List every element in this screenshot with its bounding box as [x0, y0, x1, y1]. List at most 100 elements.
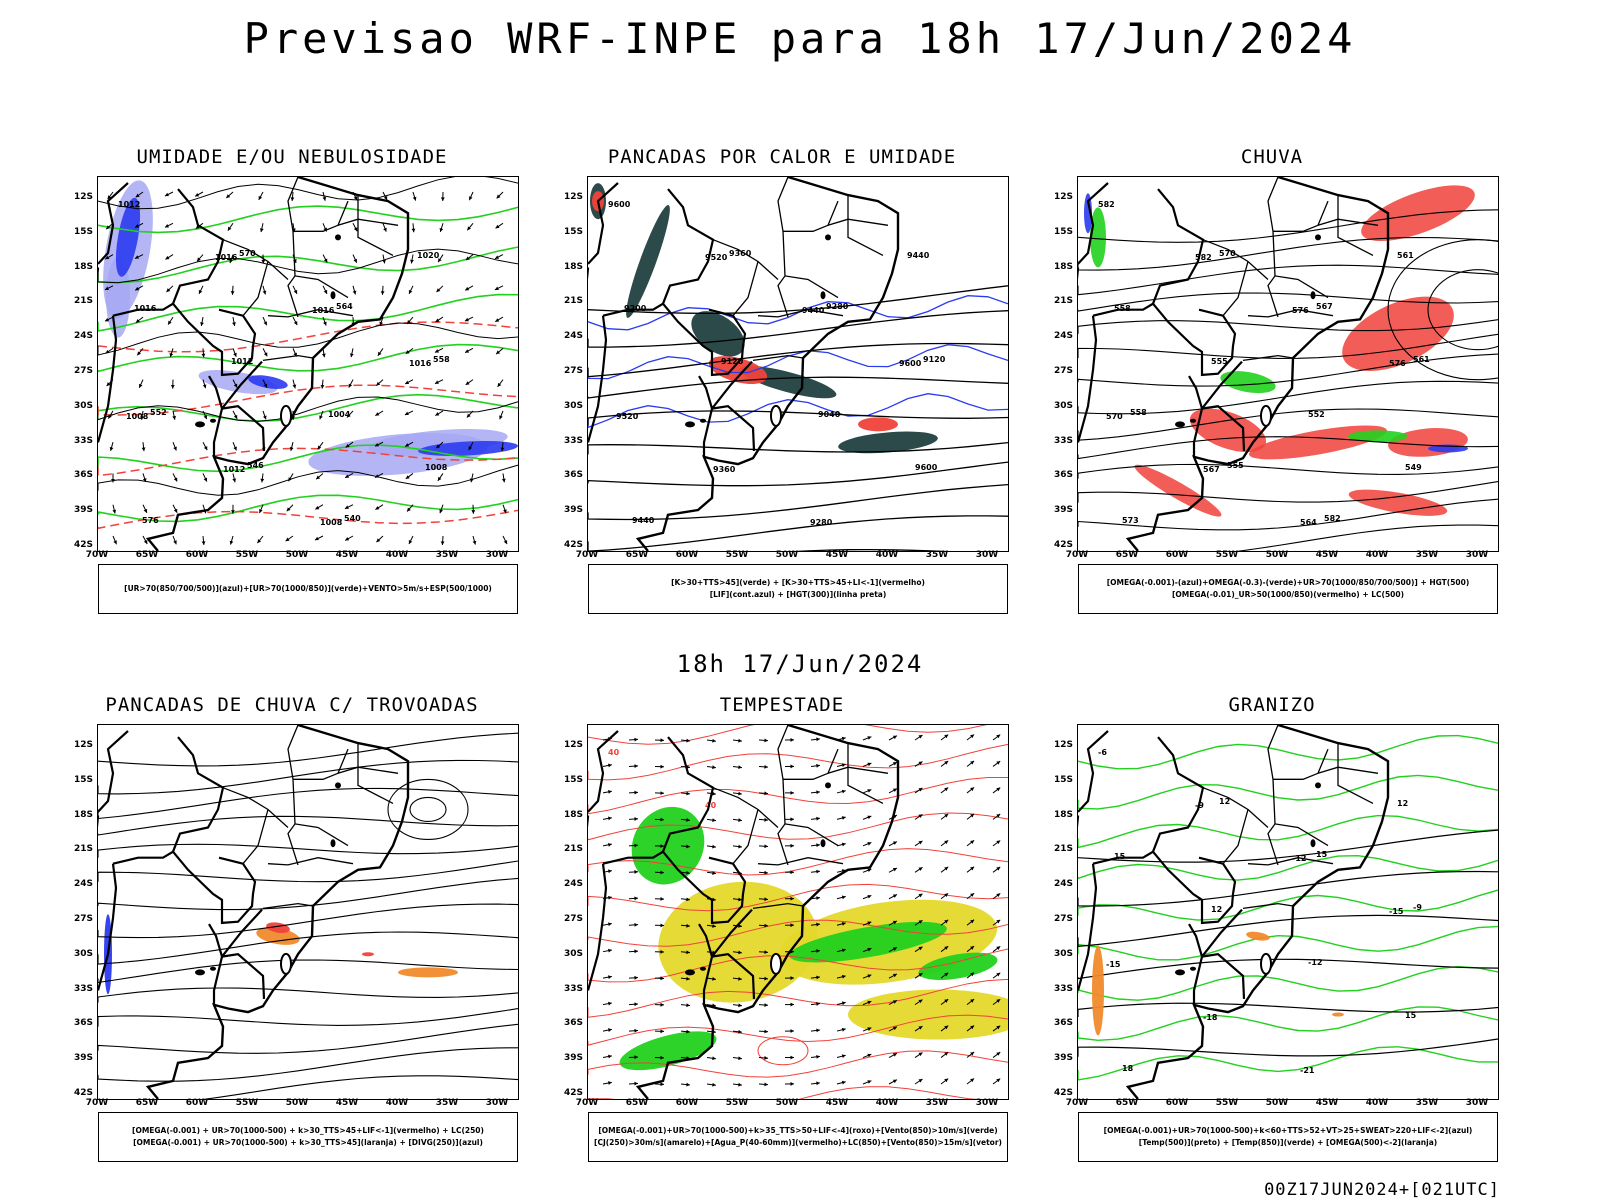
reservoir-mark	[825, 234, 831, 241]
wind-vector	[888, 1052, 898, 1058]
wind-arrow-head	[503, 540, 508, 545]
wind-vector	[628, 790, 639, 795]
wind-arrow-head	[738, 791, 742, 796]
wind-vector	[992, 893, 1001, 900]
wind-arrow-head	[686, 818, 690, 822]
wind-vector	[992, 840, 1001, 847]
wind-arrow-head	[738, 1056, 742, 1061]
wind-vector	[784, 843, 795, 848]
wind-arrow-head	[918, 1079, 923, 1083]
latitude-tick: 21S	[73, 296, 93, 307]
contour-label: 564	[1300, 518, 1317, 527]
wind-arrow-head	[231, 510, 235, 514]
wind-arrow-head	[996, 946, 1001, 950]
panel-title: UMIDADE E/OU NEBULOSIDADE	[136, 146, 448, 168]
wind-arrow-head	[944, 919, 949, 924]
wind-arrow-head	[232, 322, 236, 326]
wind-vector	[602, 790, 612, 794]
coastline	[145, 177, 410, 551]
wind-arrow	[439, 223, 444, 233]
wind-arrow-head	[353, 196, 358, 201]
wind-arrow-head	[996, 1078, 1001, 1083]
state-border	[1242, 902, 1294, 910]
latitude-tick: 27S	[563, 914, 583, 924]
wind-vector	[628, 870, 639, 874]
latitude-tick: 42S	[1053, 540, 1073, 550]
latitude-tick: 39S	[563, 505, 583, 516]
longitude-tick: 30W	[975, 550, 999, 560]
wind-arrow-head	[867, 1053, 872, 1058]
wind-vector	[810, 1002, 820, 1006]
wind-arrow-head	[892, 1000, 897, 1004]
wind-arrow	[377, 348, 384, 357]
wind-arrow-head	[135, 224, 140, 228]
contour-label: 567	[1316, 302, 1333, 311]
wind-vector	[914, 1078, 923, 1085]
country-border	[588, 182, 619, 265]
rain-area	[1361, 185, 1475, 242]
green-contour	[98, 444, 518, 473]
panel-chuva: CHUVA 582 582 576 576 570 567 564 561 558 555 552 5…	[1037, 146, 1507, 636]
wind-arrow-head	[996, 1052, 1001, 1056]
wind-arrow-head	[944, 734, 949, 739]
country-border	[208, 375, 224, 409]
wind-vector	[862, 1053, 872, 1059]
wind-arrow-head	[892, 788, 897, 793]
wind-arrow-head	[712, 924, 716, 928]
country-border	[588, 730, 619, 813]
wind-vector	[992, 734, 1001, 741]
wind-arrow	[196, 254, 204, 262]
map-frame: 40 40	[587, 724, 1009, 1100]
wind-arrow-head	[352, 290, 357, 295]
omega500-area	[1246, 931, 1270, 941]
wind-arrow	[232, 348, 237, 357]
wind-vector	[706, 818, 716, 823]
wind-vector	[966, 839, 975, 847]
temp850-contour	[1078, 814, 1498, 849]
wind-arrow	[380, 285, 385, 295]
wind-arrow-head	[970, 893, 975, 897]
wind-arrow-head	[410, 259, 414, 264]
wind-vector	[966, 786, 975, 794]
wind-arrow-head	[439, 227, 444, 232]
panel-legend: [OMEGA(-0.001)-(azul)+OMEGA(-0.3)-(verde…	[1078, 564, 1498, 614]
state-border	[1247, 857, 1334, 866]
wind-vector	[940, 1078, 949, 1085]
coastline	[635, 725, 900, 1099]
longitude-tick: 70W	[85, 1098, 109, 1108]
wind-arrow-head	[841, 763, 846, 767]
wind-arrow-head	[345, 443, 350, 448]
wind-arrow-head	[353, 258, 358, 263]
wind-vector	[940, 813, 949, 820]
wind-arrow	[232, 473, 237, 483]
country-border	[662, 302, 747, 377]
wind-arrow	[374, 473, 384, 478]
state-border	[1337, 743, 1374, 804]
longitude-tick: 50W	[1265, 1098, 1289, 1108]
contour-label: 9600	[915, 463, 938, 472]
latitude-tick: 24S	[1053, 331, 1073, 342]
wind-arrow	[134, 285, 144, 291]
wind-vector	[836, 842, 846, 847]
wind-arrow	[164, 222, 174, 228]
latitude-tick: 12S	[1053, 740, 1073, 750]
contour-label: 12	[1397, 799, 1408, 808]
wind-arrow-head	[195, 225, 200, 229]
wind-arrow-head	[173, 446, 177, 451]
wind-arrow-head	[867, 1027, 872, 1031]
state-border	[262, 354, 314, 362]
state-border	[262, 902, 314, 910]
wind-vector	[784, 923, 795, 928]
hgt300-contour	[588, 376, 1008, 399]
coastline	[1125, 725, 1390, 1099]
green-contour	[98, 393, 518, 422]
latitude-tick: 12S	[1053, 192, 1073, 202]
wind-vector	[966, 998, 975, 1006]
wind-arrow	[440, 535, 445, 546]
contour-label: 576	[1389, 359, 1406, 368]
wind-arrow	[375, 410, 384, 417]
wind-arrow-head	[436, 288, 441, 292]
contour-label: 1016	[409, 359, 432, 368]
wind-vector	[628, 1055, 639, 1060]
wind-arrow-head	[434, 380, 439, 384]
